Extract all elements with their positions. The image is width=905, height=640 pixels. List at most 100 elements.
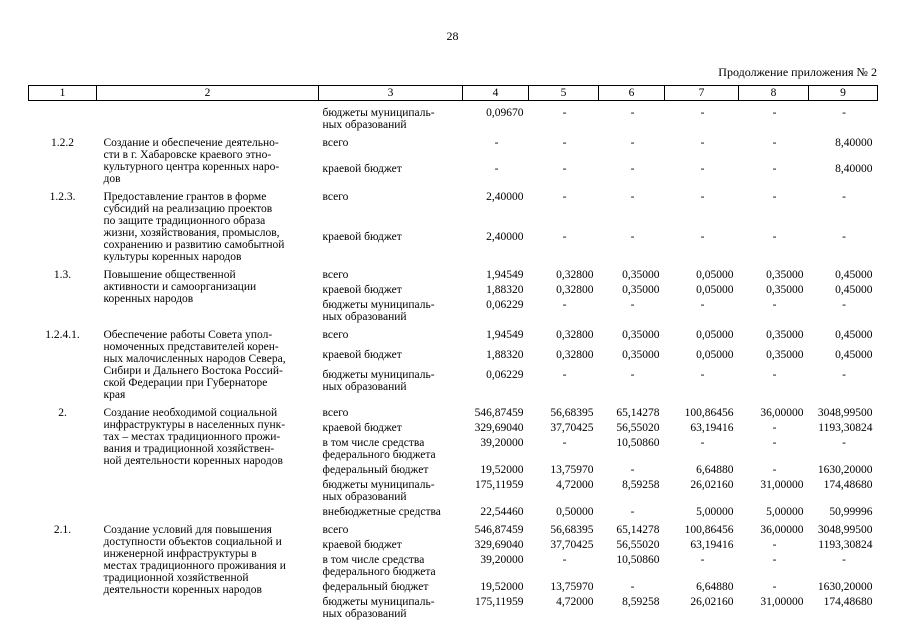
value-cell: 0,06229: [486, 368, 524, 381]
value-cell: 1193,30824: [818, 539, 873, 551]
value-cell: 6,64880: [696, 581, 734, 593]
budget-type-cell: бюджеты муниципаль-ных образований: [322, 299, 435, 323]
value-cell: -: [700, 137, 705, 149]
value-cell: 1630,20000: [817, 581, 873, 593]
value-cell: 329,69040: [474, 539, 524, 551]
table-body: бюджеты муниципаль-ных образований 0,0967…: [29, 101, 878, 620]
value-cell: 10,50860: [616, 437, 660, 449]
budget-type-cell: бюджеты муниципаль-ных образований: [322, 596, 435, 620]
value-cell: -: [630, 464, 635, 476]
value-cell: -: [562, 554, 567, 566]
table-row: 1.2.2 Создание и обеспечение деятельно-ст…: [29, 131, 878, 185]
value-cell: -: [700, 191, 705, 203]
value-cell: 31,00000: [760, 479, 804, 491]
value-cell: 0,35000: [766, 284, 804, 296]
value-cell: -: [700, 163, 705, 176]
value-cell: 0,45000: [835, 284, 873, 296]
value-cell: -: [562, 230, 567, 243]
page-number: 28: [446, 29, 459, 43]
table-row: в том числе средства федерального бюджета…: [29, 551, 878, 578]
value-cell: -: [772, 464, 777, 476]
column-number: 4: [462, 85, 529, 101]
column-number: 3: [318, 85, 463, 101]
description-cell: Создание необходимой социальной инфрастру…: [103, 407, 286, 467]
value-cell: 0,35000: [622, 329, 660, 341]
value-cell: 26,02160: [690, 479, 734, 491]
value-cell: -: [842, 191, 846, 203]
table-row: краевой бюджет 329,69040 37,70425 56,55020 6…: [29, 536, 878, 551]
table-row: внебюджетные средства 22,54460 0,50000 - 5,0…: [29, 503, 878, 518]
value-cell: 100,86456: [684, 407, 734, 419]
value-cell: -: [772, 299, 777, 311]
table-row: федеральный бюджет 19,52000 13,75970 - 6,648…: [29, 461, 878, 476]
value-cell: -: [562, 368, 567, 381]
value-cell: -: [772, 539, 777, 551]
value-cell: -: [772, 422, 777, 434]
table-row: 1.2.4.1. Обеспечение работы Совета упол-н…: [29, 323, 878, 401]
budget-type-cell: краевой бюджет: [322, 422, 402, 434]
column-number: 9: [808, 85, 878, 101]
value-cell: 31,00000: [760, 596, 804, 608]
value-cell: 329,69040: [474, 422, 524, 434]
budget-type-cell: краевой бюджет: [322, 230, 402, 243]
value-cell: -: [772, 107, 777, 119]
value-cell: 4,72000: [556, 479, 594, 491]
value-cell: -: [630, 506, 635, 518]
value-cell: 0,05000: [696, 329, 734, 341]
value-cell: -: [700, 107, 705, 119]
value-cell: 39,20000: [480, 554, 524, 566]
value-cell: 6,64880: [696, 464, 734, 476]
value-cell: 0,35000: [766, 269, 804, 281]
budget-type-cell: всего: [322, 137, 349, 149]
value-cell: -: [842, 299, 846, 311]
value-cell: 8,59258: [622, 479, 660, 491]
table-row: 2. Создание необходимой социальной инфраст…: [29, 401, 878, 467]
value-cell: 56,55020: [616, 539, 660, 551]
value-cell: 8,40000: [835, 137, 873, 149]
value-cell: -: [562, 137, 567, 149]
value-cell: 8,40000: [835, 163, 873, 176]
table-row: бюджеты муниципаль-ных образований 0,0622…: [29, 366, 878, 401]
value-cell: -: [842, 437, 846, 449]
value-cell: -: [842, 107, 846, 119]
value-cell: -: [494, 137, 499, 149]
value-cell: 37,70425: [550, 539, 594, 551]
value-cell: 0,32800: [556, 284, 594, 296]
value-cell: 8,59258: [622, 596, 660, 608]
value-cell: 174,48680: [823, 479, 873, 491]
column-number: 2: [96, 85, 319, 101]
description-cell: Обеспечение работы Совета упол-номоченны…: [103, 329, 286, 401]
value-cell: 1,88320: [486, 349, 524, 362]
value-cell: 3048,99500: [817, 407, 873, 419]
table-row: 1.3. Повышение общественной активности и с…: [29, 263, 878, 305]
budget-type-cell: бюджеты муниципаль-ных образований: [322, 368, 435, 393]
value-cell: -: [772, 554, 777, 566]
value-cell: 0,45000: [835, 269, 873, 281]
table-row: бюджеты муниципаль-ных образований 0,0622…: [29, 296, 878, 323]
value-cell: 19,52000: [480, 581, 524, 593]
table-row: краевой бюджет 329,69040 37,70425 56,55020 6…: [29, 419, 878, 434]
value-cell: 175,11959: [475, 596, 524, 608]
value-cell: 56,68395: [550, 407, 594, 419]
budget-type-cell: федеральный бюджет: [322, 581, 429, 593]
value-cell: 10,50860: [616, 554, 660, 566]
table-row: 1.2.3. Предоставление грантов в форме субс…: [29, 185, 878, 263]
value-cell: 1,94549: [486, 269, 524, 281]
column-number: 7: [664, 85, 739, 101]
value-cell: 0,06229: [486, 299, 524, 311]
value-cell: -: [562, 107, 567, 119]
value-cell: -: [772, 230, 777, 243]
value-cell: 36,00000: [760, 407, 804, 419]
value-cell: -: [630, 191, 635, 203]
value-cell: 56,68395: [550, 524, 594, 536]
table-row: 2.1. Создание условий для повышения доступ…: [29, 518, 878, 596]
table-row: краевой бюджет 2,40000 - - - - -: [29, 228, 878, 263]
description-cell: Создание условий для повышения доступност…: [103, 524, 286, 596]
value-cell: -: [700, 554, 705, 566]
budget-type-cell: федеральный бюджет: [322, 464, 429, 476]
budget-type-cell: краевой бюджет: [322, 163, 402, 176]
value-cell: 1193,30824: [818, 422, 873, 434]
